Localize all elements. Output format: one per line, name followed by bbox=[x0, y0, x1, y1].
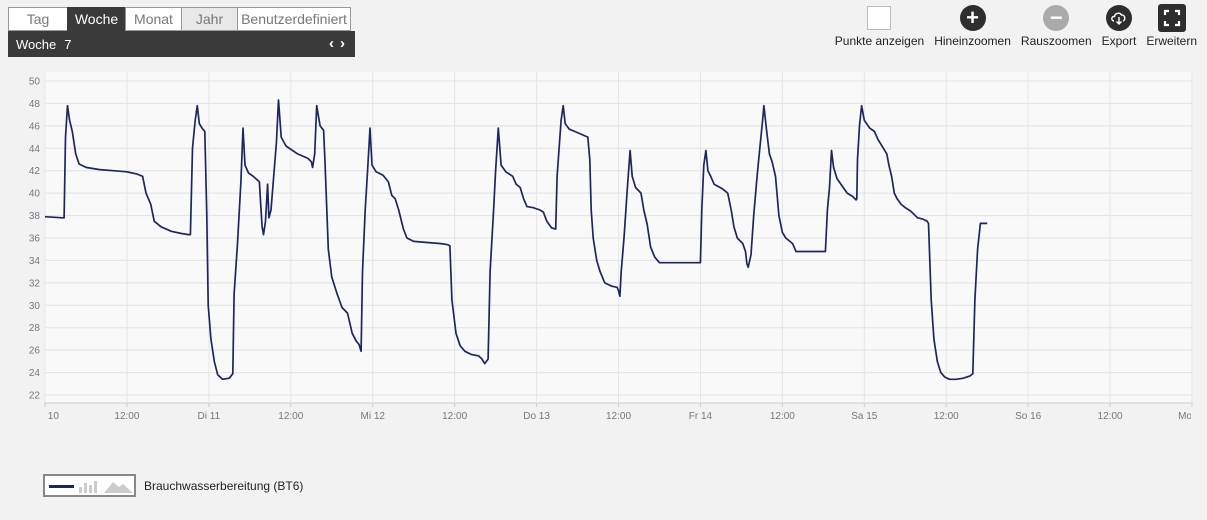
zoom-in-button[interactable]: + Hineinzoomen bbox=[934, 5, 1011, 48]
tab-jahr[interactable]: Jahr bbox=[181, 7, 238, 31]
week-number: 7 bbox=[64, 36, 72, 52]
y-tick-label: 34 bbox=[29, 256, 41, 267]
y-tick-label: 48 bbox=[29, 99, 41, 110]
legend-toggle[interactable] bbox=[43, 474, 136, 497]
y-tick-label: 46 bbox=[29, 121, 41, 132]
tab-benutzerdefiniert[interactable]: Benutzerdefiniert bbox=[237, 7, 351, 31]
export-label: Export bbox=[1101, 34, 1137, 48]
x-tick-label: 12:00 bbox=[770, 411, 795, 422]
x-tick-label: 12:00 bbox=[934, 411, 959, 422]
period-selector: Tag Woche Monat Jahr Benutzerdefiniert Woche… bbox=[8, 7, 355, 57]
y-tick-label: 30 bbox=[29, 301, 41, 312]
week-navigation-bar: Woche 7 ‹ › bbox=[8, 31, 355, 57]
y-tick-label: 42 bbox=[29, 166, 41, 177]
y-tick-label: 24 bbox=[29, 368, 41, 379]
x-tick-label: 12:00 bbox=[114, 411, 139, 422]
chevron-left-icon[interactable]: ‹ bbox=[329, 35, 334, 52]
minus-icon: − bbox=[1043, 5, 1070, 31]
y-tick-label: 44 bbox=[29, 144, 41, 155]
x-tick-label: Mo 17 bbox=[1178, 411, 1206, 422]
tab-monat[interactable]: Monat bbox=[125, 7, 182, 31]
y-tick-label: 50 bbox=[29, 77, 41, 88]
week-nav: ‹ › bbox=[329, 35, 345, 52]
x-tick-label: Mo 10 bbox=[31, 411, 59, 422]
x-tick-label: Fr 14 bbox=[689, 411, 713, 422]
y-tick-label: 36 bbox=[29, 234, 41, 245]
week-label: Woche bbox=[16, 36, 57, 52]
x-tick-label: 12:00 bbox=[278, 411, 303, 422]
export-button[interactable]: Export bbox=[1101, 5, 1137, 48]
y-tick-label: 32 bbox=[29, 278, 41, 289]
x-tick-label: 12:00 bbox=[1098, 411, 1123, 422]
period-tabs: Tag Woche Monat Jahr Benutzerdefiniert bbox=[8, 7, 355, 31]
chart-legend: Brauchwasserbereitung (BT6) bbox=[43, 474, 303, 497]
x-tick-label: Sa 15 bbox=[851, 411, 878, 422]
legend-series-icon bbox=[49, 480, 133, 493]
chevron-right-icon[interactable]: › bbox=[340, 35, 345, 52]
x-tick-label: So 16 bbox=[1015, 411, 1042, 422]
zoom-in-label: Hineinzoomen bbox=[934, 34, 1011, 48]
expand-icon bbox=[1157, 4, 1186, 32]
checkbox-icon[interactable] bbox=[867, 6, 892, 30]
cloud-download-icon bbox=[1105, 5, 1132, 31]
series-line bbox=[44, 99, 988, 381]
line-chart: 22 24 26 28 30 32 34 36 38 40 42 44 46 48 50 Mo 10 12:00… bbox=[29, 72, 1206, 422]
tab-tag[interactable]: Tag bbox=[8, 7, 68, 31]
plus-icon: + bbox=[959, 5, 986, 31]
expand-button[interactable]: Erweitern bbox=[1146, 4, 1197, 48]
x-tick-label: Mi 12 bbox=[360, 411, 385, 422]
x-tick-label: Di 11 bbox=[198, 411, 221, 422]
y-tick-label: 28 bbox=[29, 323, 41, 334]
y-tick-label: 40 bbox=[29, 189, 41, 200]
show-points-toggle[interactable]: Punkte anzeigen bbox=[835, 5, 924, 48]
show-points-label: Punkte anzeigen bbox=[834, 34, 925, 48]
y-tick-label: 26 bbox=[29, 346, 41, 357]
tab-woche[interactable]: Woche bbox=[67, 7, 126, 31]
expand-label: Erweitern bbox=[1146, 34, 1197, 48]
x-tick-label: 12:00 bbox=[606, 411, 631, 422]
legend-label: Brauchwasserbereitung (BT6) bbox=[144, 478, 304, 493]
y-tick-label: 38 bbox=[29, 211, 41, 222]
chart-toolbar: Punkte anzeigen + Hineinzoomen − Rauszoo… bbox=[825, 4, 1197, 48]
zoom-out-label: Rauszoomen bbox=[1020, 34, 1092, 48]
zoom-out-button[interactable]: − Rauszoomen bbox=[1021, 5, 1092, 48]
y-tick-label: 22 bbox=[29, 391, 41, 402]
x-tick-label: 12:00 bbox=[442, 411, 467, 422]
x-tick-label: Do 13 bbox=[523, 411, 550, 422]
